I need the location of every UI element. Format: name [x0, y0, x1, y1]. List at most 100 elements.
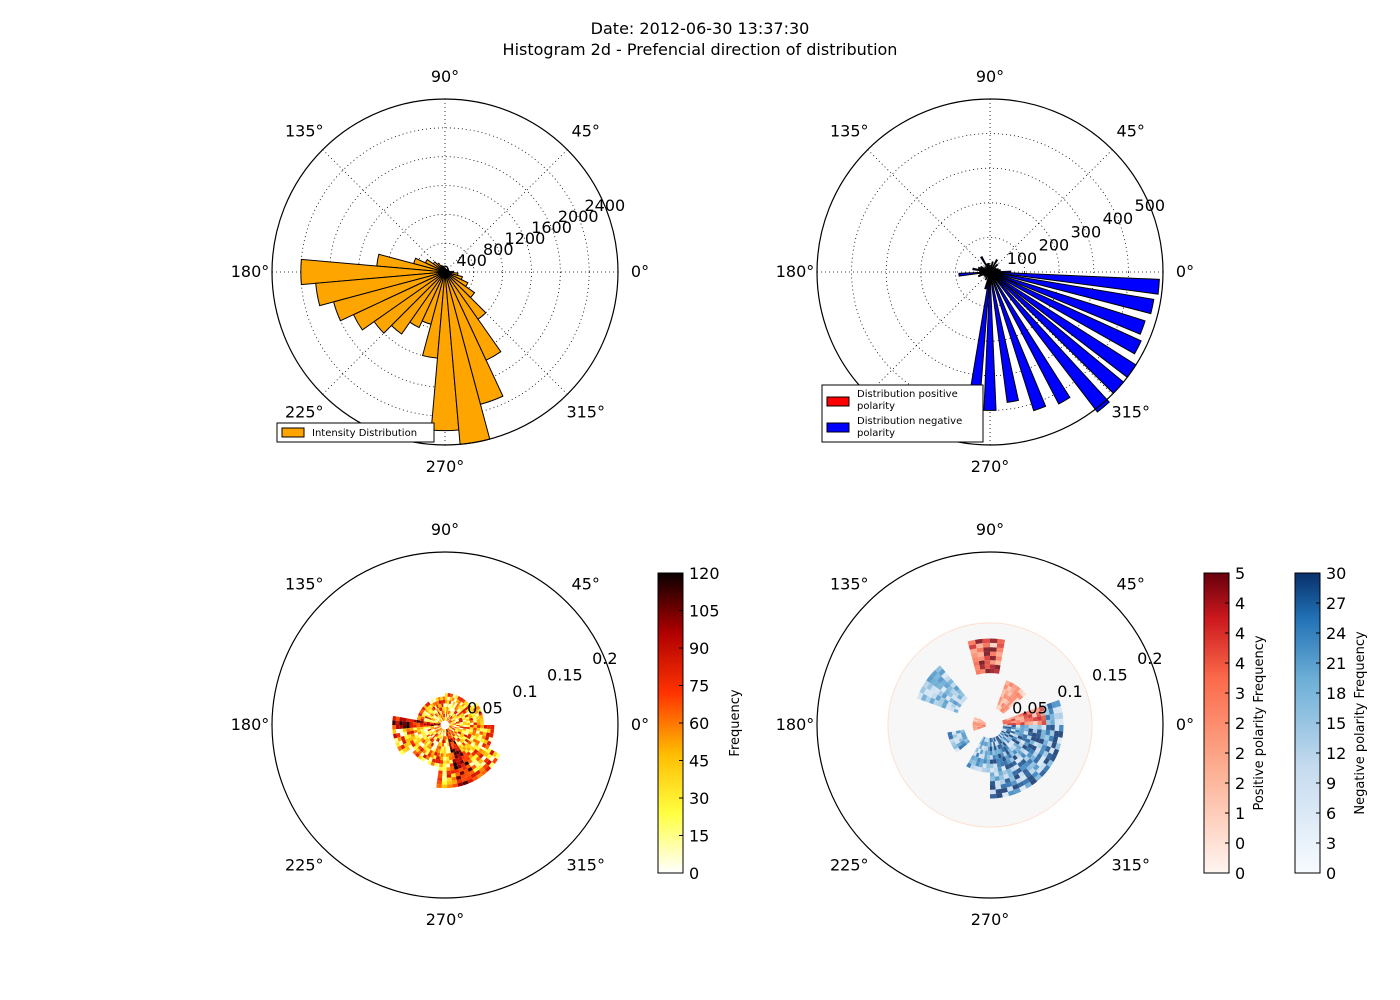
heatmap-cell: [456, 746, 461, 751]
heatmap-cell: [448, 727, 452, 730]
heatmap-cell-positive: [1004, 680, 1011, 686]
heatmap-cell-negative: [1052, 736, 1059, 743]
heatmap-cell: [479, 714, 484, 719]
heatmap-cell-negative: [982, 763, 987, 769]
heatmap-cell: [435, 737, 439, 742]
heatmap-cell: [438, 727, 442, 730]
heatmap-cell: [478, 711, 483, 716]
heatmap-cell: [445, 729, 446, 733]
heatmap-cell: [433, 725, 438, 727]
heatmap-cell: [439, 727, 442, 731]
heatmap-cell-negative: [1007, 772, 1014, 778]
heatmap-cell-negative: [1053, 730, 1059, 738]
heatmap-cell-positive: [1034, 707, 1041, 713]
heatmap-cell-negative: [1020, 752, 1027, 759]
heatmap-cell-negative: [1035, 733, 1042, 739]
heatmap-cell: [423, 728, 428, 731]
angle-tick-label: 135°: [830, 121, 869, 140]
heatmap-cell-negative: [954, 747, 961, 753]
heatmap-cell: [447, 728, 451, 732]
heatmap-cell: [453, 715, 458, 719]
heatmap-cell-negative: [997, 734, 1002, 740]
heatmap-cell-positive: [994, 664, 1001, 670]
heatmap-cell: [415, 752, 420, 758]
heatmap-cell: [434, 732, 438, 737]
heatmap-cell: [449, 725, 453, 726]
heatmap-cell: [466, 710, 471, 715]
heatmap-cell-negative: [1044, 734, 1050, 741]
heatmap-cell-negative: [1038, 748, 1045, 756]
heatmap-cell: [449, 735, 452, 739]
heatmap-cell: [427, 727, 431, 730]
heatmap-cell: [417, 750, 423, 755]
heatmap-cell: [440, 714, 443, 718]
heatmap-cell-negative: [936, 683, 944, 691]
heatmap-cell: [479, 731, 484, 736]
heatmap-cell: [470, 772, 477, 779]
heatmap-cell-negative: [1031, 745, 1038, 751]
heatmap-cell-negative: [1001, 729, 1007, 733]
angle-tick-label: 180°: [231, 715, 270, 734]
heatmap-cell-negative: [1032, 728, 1038, 734]
heatmap-cell-positive: [1017, 688, 1024, 695]
heatmap-cell-positive: [1004, 689, 1010, 696]
heatmap-cell: [445, 710, 447, 714]
heatmap-cell: [441, 710, 444, 715]
heatmap-cell: [456, 733, 461, 737]
heatmap-cell-positive: [1000, 697, 1006, 703]
heatmap-cell: [442, 736, 445, 740]
heatmap-cell-negative: [960, 740, 966, 745]
heatmap-cell: [440, 732, 443, 736]
heatmap-cell: [443, 746, 446, 751]
heatmap-cell: [430, 726, 435, 729]
heatmap-cell: [420, 737, 425, 742]
heatmap-cell: [443, 729, 445, 733]
heatmap-cell: [427, 711, 432, 715]
heatmap-cell-positive: [1007, 696, 1013, 702]
heatmap-cell: [407, 734, 412, 739]
heatmap-cell: [402, 747, 408, 754]
heatmap-cell-negative: [1007, 753, 1013, 759]
heatmap-cell: [441, 735, 444, 740]
heatmap-cell: [449, 711, 453, 716]
heatmap-cell-positive: [981, 725, 986, 726]
heatmap-cell: [472, 775, 479, 782]
colorbar-positive-tick: 4: [1235, 654, 1245, 673]
heatmap-cell: [430, 746, 435, 751]
heatmap-cell-negative: [1013, 763, 1020, 770]
heatmap-cell: [475, 751, 482, 757]
heatmap-cell: [459, 739, 464, 744]
heatmap-cell: [431, 728, 435, 732]
heatmap-cell: [423, 725, 427, 727]
heatmap-cell: [461, 715, 466, 719]
heatmap-cell: [426, 721, 431, 724]
heatmap-cell: [439, 760, 444, 764]
heatmap-cell: [416, 729, 421, 733]
heatmap-cell: [432, 702, 436, 707]
heatmap-cell: [442, 699, 445, 704]
heatmap-cell: [456, 708, 461, 713]
heatmap-cell-negative: [934, 665, 943, 674]
heatmap-cell: [445, 699, 448, 704]
heatmap-cell-negative: [1009, 775, 1016, 782]
heatmap-cell: [440, 728, 443, 732]
heatmap-cell: [477, 708, 482, 713]
heatmap-cell-negative: [1006, 728, 1012, 731]
radial-tick-label: 0.05: [1012, 698, 1048, 717]
heatmap-cell: [446, 777, 452, 782]
heatmap-cell-negative: [916, 692, 924, 700]
heatmap-cell: [448, 719, 452, 723]
heatmap-cell-negative: [1033, 741, 1039, 747]
heatmap-cell: [448, 727, 452, 730]
heatmap-cell: [425, 755, 431, 761]
heatmap-cell-negative: [998, 757, 1004, 763]
heatmap-cell: [455, 718, 459, 722]
heatmap-cell: [450, 730, 454, 734]
heatmap-cell: [426, 748, 431, 753]
legend-polarity: Distribution positive polarity Distribut…: [821, 384, 984, 443]
colorbar-frequency-tick: 15: [689, 827, 709, 846]
heatmap-cell-negative: [924, 695, 932, 703]
heatmap-cell-negative: [1007, 790, 1016, 797]
colorbar-positive-tick: 2: [1235, 744, 1245, 763]
heatmap-cell: [448, 700, 452, 705]
